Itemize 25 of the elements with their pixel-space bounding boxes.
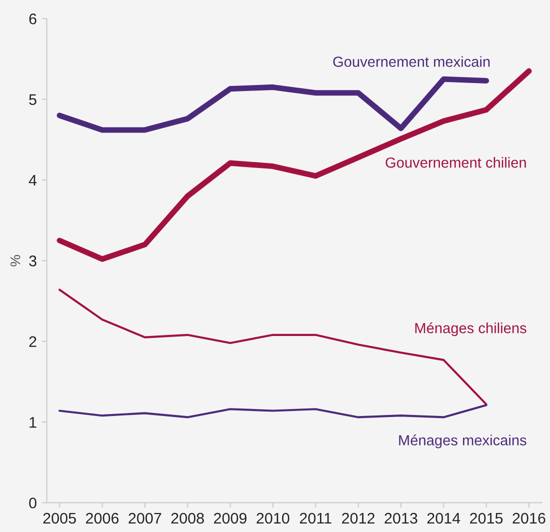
y-tick-label: 4	[28, 175, 37, 186]
x-tick-label: 2010	[256, 512, 290, 524]
x-tick-label: 2013	[384, 512, 418, 524]
x-tick-label: 2016	[512, 512, 546, 524]
series-label: Ménages chiliens	[415, 322, 526, 336]
x-tick-label: 2015	[470, 512, 503, 524]
x-tick-label: 2005	[43, 512, 76, 524]
x-tick-label: 2006	[86, 512, 119, 524]
x-tick-label: 2011	[300, 512, 332, 524]
y-tick-label: 6	[29, 13, 36, 24]
y-tick-label: 1	[30, 417, 36, 428]
series-label: Gouvernement chilien	[386, 157, 526, 168]
y-tick-label: 2	[29, 336, 36, 347]
series-label: Gouvernement mexicain	[333, 56, 490, 67]
x-tick-label: 2008	[171, 512, 204, 524]
y-axis-title: %	[10, 255, 20, 266]
y-tick-label: 5	[29, 94, 36, 105]
series-label: Ménages mexicains	[399, 434, 526, 448]
y-tick-label: 3	[29, 256, 36, 266]
x-tick-label: 2007	[128, 512, 162, 524]
x-tick-label: 2009	[214, 512, 247, 524]
y-tick-label: 0	[29, 498, 36, 508]
x-tick-label: 2012	[342, 512, 374, 524]
line-series	[58, 404, 488, 418]
x-tick-label: 2014	[427, 512, 460, 524]
